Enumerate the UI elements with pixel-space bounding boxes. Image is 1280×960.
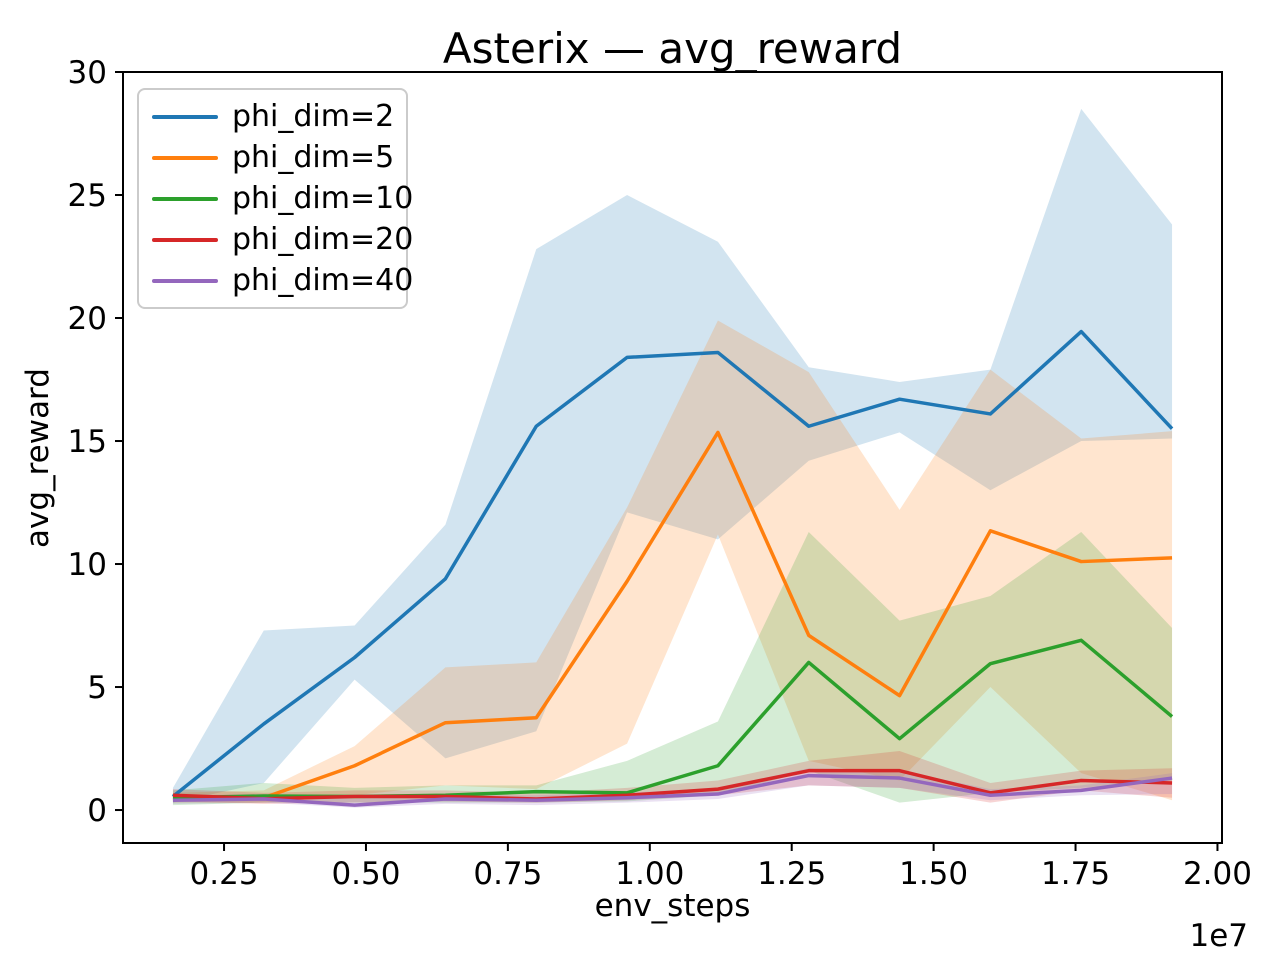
y-tick-label: 15 (68, 424, 107, 460)
legend-item: phi_dim=40 (139, 260, 413, 301)
legend-label: phi_dim=5 (232, 139, 395, 175)
y-tick-label: 5 (87, 670, 107, 706)
legend-label: phi_dim=40 (232, 262, 414, 298)
series-line-phi_dim=5 (172, 430, 1173, 801)
series-band-phi_dim=10 (172, 532, 1173, 806)
legend-line-sample (152, 237, 218, 242)
x-tick-label: 1.50 (899, 856, 968, 892)
series-band-phi_dim=20 (172, 750, 1173, 804)
y-axis-label: avg_reward (20, 368, 56, 548)
y-tick-label: 10 (68, 547, 107, 583)
legend-item: phi_dim=10 (139, 178, 413, 219)
x-axis-offset-text: 1e7 (1189, 918, 1248, 954)
x-tick-label: 2.00 (1183, 856, 1252, 892)
series-band-phi_dim=5 (172, 320, 1173, 803)
x-tick-label: 0.50 (331, 856, 400, 892)
y-tick-label: 20 (68, 301, 107, 337)
y-tick-label: 25 (68, 178, 107, 214)
legend-line-sample (152, 155, 218, 160)
legend-label: phi_dim=2 (232, 98, 395, 134)
series-line-phi_dim=2 (171, 329, 1174, 798)
series-band-phi_dim=2 (172, 108, 1173, 803)
legend-label: phi_dim=10 (232, 180, 414, 216)
y-tick-label: 0 (87, 793, 107, 829)
legend-line-sample (152, 278, 218, 283)
chart-title: Asterix — avg_reward (442, 24, 903, 73)
legend-label: phi_dim=20 (232, 221, 414, 257)
series-line-phi_dim=40 (172, 773, 1173, 807)
x-tick-label: 0.25 (190, 856, 259, 892)
x-axis-label: env_steps (594, 888, 751, 924)
x-tick-label: 1.75 (1041, 856, 1110, 892)
legend-line-sample (152, 196, 218, 201)
x-tick-label: 0.75 (473, 856, 542, 892)
legend-item: phi_dim=20 (139, 219, 413, 260)
x-tick-label: 1.25 (757, 856, 826, 892)
y-tick-label: 30 (68, 55, 107, 91)
x-tick-label: 1.00 (615, 856, 684, 892)
legend-item: phi_dim=5 (139, 137, 406, 178)
legend-line-sample (152, 114, 218, 119)
series-line-phi_dim=20 (172, 768, 1173, 801)
axes-spines (122, 71, 1223, 844)
legend-item: phi_dim=2 (139, 96, 406, 137)
